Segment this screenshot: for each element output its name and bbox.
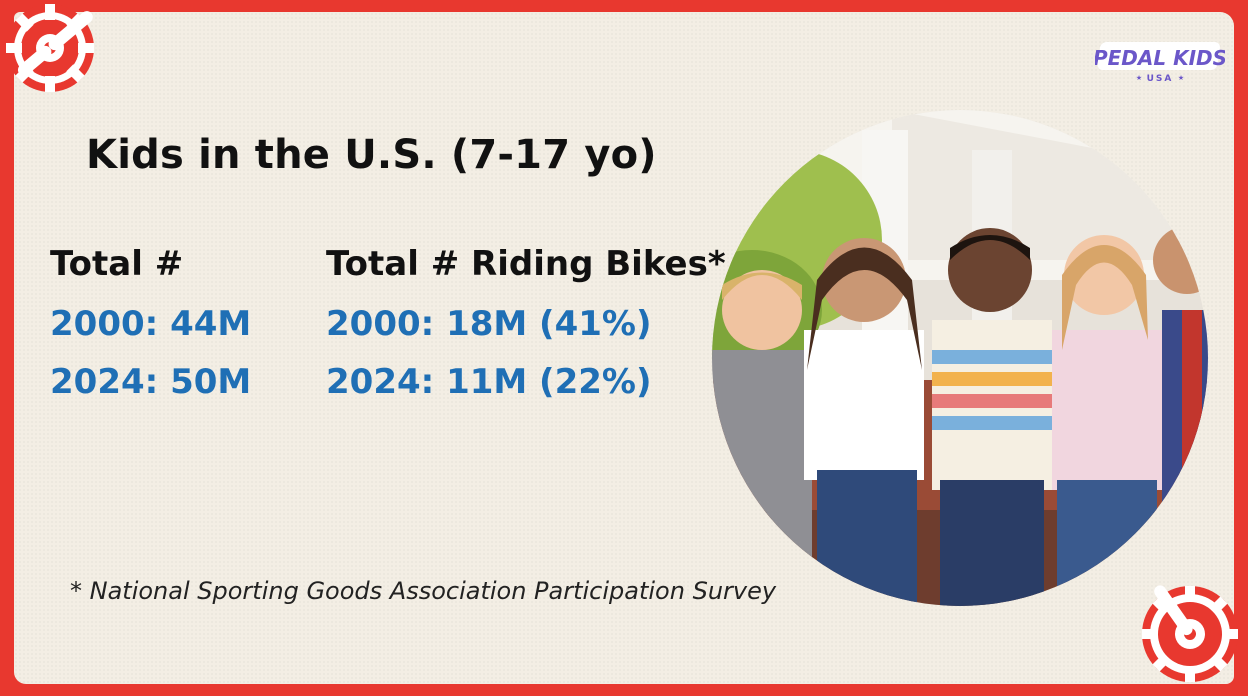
riding-value-2000: 2000: 18M (41%) [326,304,652,344]
total-value-2024: 2024: 50M [50,362,252,402]
riding-column: Total # Riding Bikes* 2000: 18M (41%) 20… [326,244,726,402]
bike-crank-gear-icon [1142,585,1238,682]
kids-group-photo [712,110,1208,606]
riding-header: Total # Riding Bikes* [326,244,726,284]
total-value-2000: 2000: 44M [50,304,252,344]
logo-subtext: USA [1147,74,1174,84]
total-column: Total # 2000: 44M 2024: 50M [50,244,251,402]
logo-text: PEDAL KIDS [1095,46,1225,70]
bike-crank-gear-icon [6,4,94,92]
source-footnote: * National Sporting Goods Association Pa… [70,577,777,605]
star-icon: ★ [1178,74,1184,82]
total-header: Total # [50,244,184,284]
slide-title: Kids in the U.S. (7-17 yo) [86,132,657,178]
star-icon: ★ [1136,74,1142,82]
riding-value-2024: 2024: 11M (22%) [326,362,652,402]
pedal-kids-logo: PEDAL KIDS USA ★ ★ [1095,42,1225,84]
